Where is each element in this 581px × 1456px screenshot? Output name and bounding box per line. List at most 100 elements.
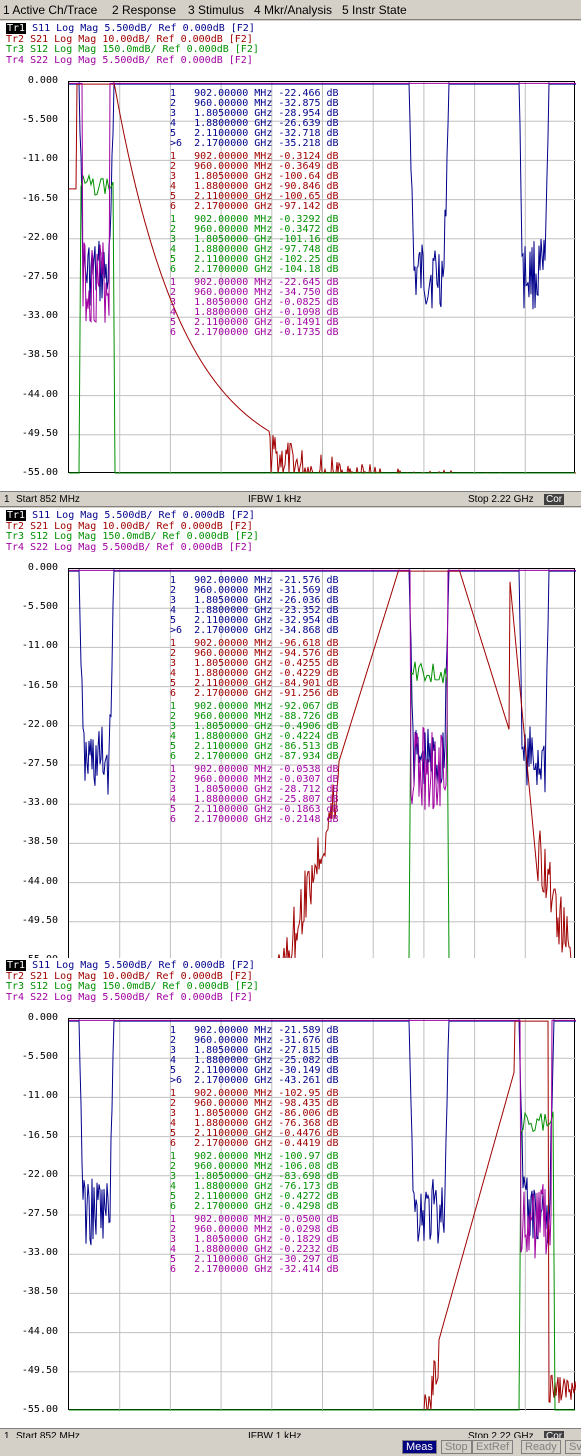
plot-grid[interactable] xyxy=(68,81,576,474)
active-trace-badge[interactable]: Tr1 xyxy=(6,960,27,971)
bottom-status-bar: Meas Stop ExtRef Ready Sv xyxy=(0,1438,581,1456)
trace-header-text: Tr4 S22 Log Mag 5.500dB/ Ref 0.000dB [F2… xyxy=(6,541,253,553)
marker-readout: 6 2.1700000 GHz -97.142 dB xyxy=(170,201,339,212)
menu-item-2[interactable]: 2 Response xyxy=(112,3,177,17)
trace-header-tr3[interactable]: Tr3 S12 Log Mag 150.0mdB/ Ref 0.000dB [F… xyxy=(6,981,259,993)
marker-readout: 6 2.1700000 GHz -32.414 dB xyxy=(170,1264,339,1275)
y-tick-label: -11.00 xyxy=(21,640,58,652)
marker-readout: 6 2.1700000 GHz -87.934 dB xyxy=(170,751,339,762)
trace-s12 xyxy=(69,1111,575,1411)
y-tick-label: -44.00 xyxy=(21,388,58,400)
trace-header-tr2[interactable]: Tr2 S21 Log Mag 10.00dB/ Ref 0.000dB [F2… xyxy=(6,970,259,983)
start-frequency: Start 852 MHz xyxy=(16,494,80,505)
status-ready: Ready xyxy=(521,1440,561,1454)
marker-readout: 5 2.1100000 GHz -86.513 dB xyxy=(170,741,339,752)
y-tick-label: -27.50 xyxy=(21,271,58,282)
marker-readout: 6 2.1700000 GHz -0.4298 dB xyxy=(170,1201,339,1212)
active-trace-badge[interactable]: Tr1 xyxy=(6,510,27,521)
trace-header-list: Tr1 S11 Log Mag 5.500dB/ Ref 0.000dB [F2… xyxy=(6,510,259,554)
if-bandwidth: IFBW 1 kHz xyxy=(248,1431,302,1442)
stop-frequency: Stop 2.22 GHz xyxy=(468,494,534,505)
trace-header-tr3[interactable]: Tr3 S12 Log Mag 150.0mdB/ Ref 0.000dB [F… xyxy=(6,44,259,56)
marker-readout: 3 1.8050000 GHz -26.036 dB xyxy=(170,595,339,606)
trace-header-tr4[interactable]: Tr4 S22 Log Mag 5.500dB/ Ref 0.000dB [F2… xyxy=(6,541,259,554)
y-tick-label: -44.00 xyxy=(21,1325,58,1337)
menu-item-1[interactable]: 1 Active Ch/Trace xyxy=(3,3,98,17)
y-tick-label: -44.00 xyxy=(21,875,58,887)
channel-panel-3: Tr1 S11 Log Mag 5.500dB/ Ref 0.000dB [F2… xyxy=(0,958,581,1444)
marker-readout: >6 2.1700000 GHz -34.868 dB xyxy=(170,625,339,636)
marker-readout: 1 902.00000 MHz -21.589 dB xyxy=(170,1025,339,1036)
marker-readout: 3 1.8050000 GHz -27.815 dB xyxy=(170,1045,339,1056)
plot-grid[interactable] xyxy=(68,568,576,961)
marker-readout: 4 1.8800000 GHz -26.639 dB xyxy=(170,118,339,129)
trace-header-text: Tr3 S12 Log Mag 150.0mdB/ Ref 0.000dB [F… xyxy=(6,44,259,55)
marker-readout: 1 902.00000 MHz -92.067 dB xyxy=(170,701,339,712)
y-tick-label: 0.000 xyxy=(27,75,58,86)
y-tick-label: -22.00 xyxy=(21,718,58,730)
trace-header-text: Tr2 S21 Log Mag 10.00dB/ Ref 0.000dB [F2… xyxy=(6,970,253,982)
channel-status-bar: 1 Start 852 MHz IFBW 1 kHz Stop 2.22 GHz Cor xyxy=(0,491,581,507)
marker-readout: 1 902.00000 MHz -22.645 dB xyxy=(170,277,339,288)
marker-readout: 2 960.00000 MHz -31.569 dB xyxy=(170,585,339,596)
trace-header-text: Tr3 S12 Log Mag 150.0mdB/ Ref 0.000dB [F… xyxy=(6,981,259,992)
marker-readout: 1 902.00000 MHz -96.618 dB xyxy=(170,638,339,649)
y-tick-label: -5.500 xyxy=(21,601,58,613)
trace-header-tr2[interactable]: Tr2 S21 Log Mag 10.00dB/ Ref 0.000dB [F2… xyxy=(6,33,259,46)
y-tick-label: -16.50 xyxy=(21,679,58,691)
y-tick-label: -22.00 xyxy=(21,231,58,243)
marker-readout: 1 902.00000 MHz -22.466 dB xyxy=(170,88,339,99)
plot-grid[interactable] xyxy=(68,1018,576,1411)
menu-item-4[interactable]: 4 Mkr/Analysis xyxy=(254,3,333,17)
marker-readout: 4 1.8800000 GHz -23.352 dB xyxy=(170,605,339,616)
y-tick-label: 0.000 xyxy=(27,562,58,573)
y-tick-label: -38.50 xyxy=(21,349,58,361)
marker-readout: 3 1.8050000 GHz -28.954 dB xyxy=(170,108,339,119)
trace-header-text: Tr2 S21 Log Mag 10.00dB/ Ref 0.000dB [F2… xyxy=(6,520,253,532)
menu-item-3[interactable]: 3 Stimulus xyxy=(188,3,245,17)
marker-readout: 5 2.1100000 GHz -100.65 dB xyxy=(170,191,339,202)
correction-indicator[interactable]: Cor xyxy=(544,1431,565,1442)
marker-readout: >6 2.1700000 GHz -35.218 dB xyxy=(170,138,339,149)
trace-s22 xyxy=(69,82,576,323)
marker-readout: 3 1.8050000 GHz -0.4906 dB xyxy=(170,721,339,732)
y-tick-label: -27.50 xyxy=(21,758,58,769)
active-trace-badge[interactable]: Tr1 xyxy=(6,23,27,34)
trace-header-tr1[interactable]: Tr1 S11 Log Mag 5.500dB/ Ref 0.000dB [F2… xyxy=(6,960,259,972)
y-tick-label: -16.50 xyxy=(21,1129,58,1141)
stop-frequency: Stop 2.22 GHz xyxy=(468,1431,534,1442)
marker-readout: 1 902.00000 MHz -102.95 dB xyxy=(170,1088,339,1099)
menu-item-5[interactable]: 5 Instr State xyxy=(342,3,407,17)
channel-number: 1 xyxy=(4,494,10,505)
y-tick-label: -33.00 xyxy=(21,310,58,322)
trace-plot xyxy=(69,569,576,961)
trace-s11 xyxy=(69,569,576,795)
trace-header-tr1[interactable]: Tr1 S11 Log Mag 5.500dB/ Ref 0.000dB [F2… xyxy=(6,510,259,522)
channel-number: 1 xyxy=(4,1431,10,1442)
channel-panel-1: Tr1 S11 Log Mag 5.500dB/ Ref 0.000dB [F2… xyxy=(0,21,581,507)
marker-readout: 4 1.8800000 GHz -0.4224 dB xyxy=(170,731,339,742)
marker-readout: 5 2.1100000 GHz -84.901 dB xyxy=(170,678,339,689)
marker-readout: 3 1.8050000 GHz -83.698 dB xyxy=(170,1171,339,1182)
marker-readout: 2 960.00000 MHz -106.08 dB xyxy=(170,1161,339,1172)
y-tick-label: -22.00 xyxy=(21,1168,58,1180)
marker-readout: 5 2.1100000 GHz -32.718 dB xyxy=(170,128,339,139)
trace-header-tr1[interactable]: Tr1 S11 Log Mag 5.500dB/ Ref 0.000dB [F2… xyxy=(6,23,259,35)
status-meas: Meas xyxy=(402,1440,437,1454)
trace-header-tr3[interactable]: Tr3 S12 Log Mag 150.0mdB/ Ref 0.000dB [F… xyxy=(6,531,259,543)
marker-readout: 6 2.1700000 GHz -0.1735 dB xyxy=(170,327,339,338)
correction-indicator[interactable]: Cor xyxy=(544,494,565,505)
trace-header-tr4[interactable]: Tr4 S22 Log Mag 5.500dB/ Ref 0.000dB [F2… xyxy=(6,55,259,67)
marker-readout: 5 2.1100000 GHz -30.149 dB xyxy=(170,1065,339,1076)
trace-header-tr2[interactable]: Tr2 S21 Log Mag 10.00dB/ Ref 0.000dB [F2… xyxy=(6,520,259,533)
trace-header-list: Tr1 S11 Log Mag 5.500dB/ Ref 0.000dB [F2… xyxy=(6,23,259,67)
marker-readout: 4 1.8800000 GHz -0.4229 dB xyxy=(170,668,339,679)
trace-header-tr4[interactable]: Tr4 S22 Log Mag 5.500dB/ Ref 0.000dB [F2… xyxy=(6,992,259,1004)
channel-panel-2: Tr1 S11 Log Mag 5.500dB/ Ref 0.000dB [F2… xyxy=(0,508,581,994)
marker-readout: 2 960.00000 MHz -0.0307 dB xyxy=(170,774,339,785)
trace-header-text: Tr2 S21 Log Mag 10.00dB/ Ref 0.000dB [F2… xyxy=(6,33,253,45)
marker-readout: 5 2.1100000 GHz -0.1491 dB xyxy=(170,317,339,328)
y-tick-label: -11.00 xyxy=(21,1090,58,1102)
marker-readout: 2 960.00000 MHz -0.3649 dB xyxy=(170,161,339,172)
marker-readout: 2 960.00000 MHz -0.3472 dB xyxy=(170,224,339,235)
